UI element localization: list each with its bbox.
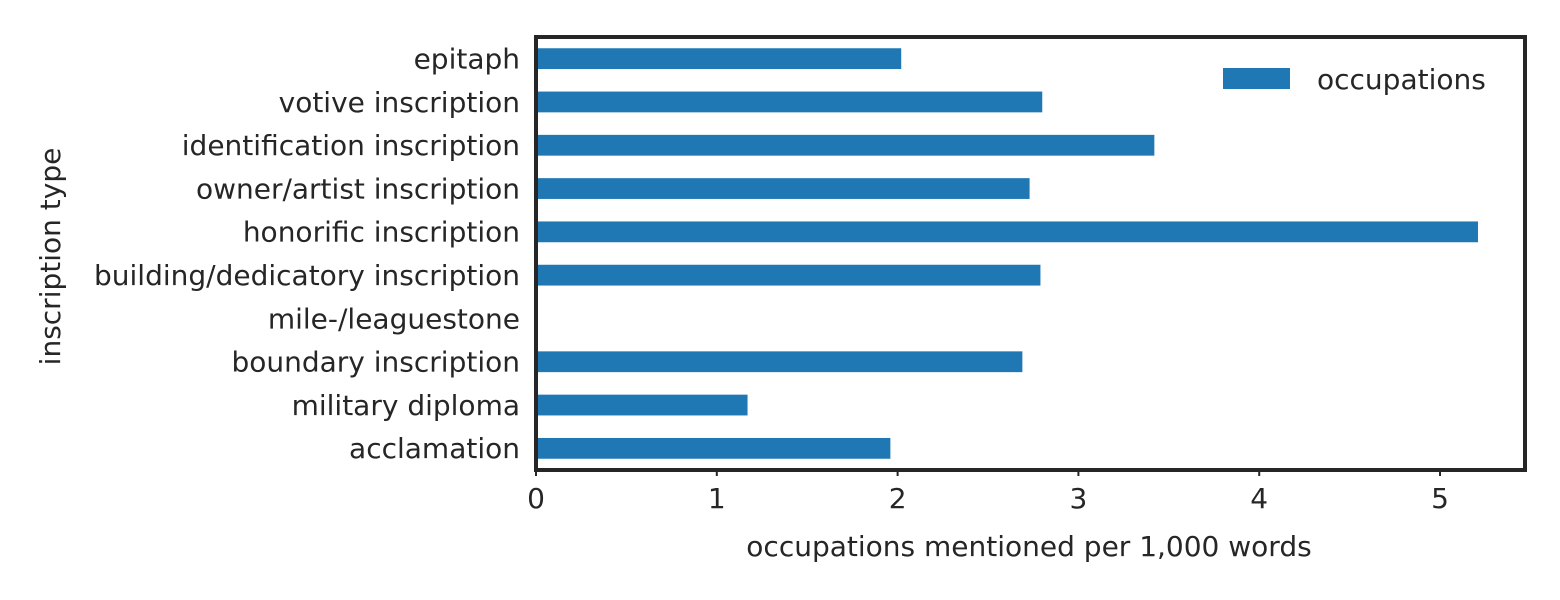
bar-2 [536, 134, 1155, 156]
bar-0 [536, 48, 902, 70]
y-tick-label-4: honorific inscription [243, 216, 520, 249]
x-axis-label: occupations mentioned per 1,000 words [746, 530, 1311, 563]
y-tick-label-3: owner/artist inscription [196, 172, 520, 205]
y-tick-label-0: epitaph [414, 42, 520, 75]
legend-label: occupations [1317, 63, 1486, 96]
legend-swatch [1223, 68, 1290, 89]
y-tick-label-9: acclamation [349, 432, 520, 465]
y-tick-label-5: building/dedicatory inscription [94, 259, 520, 292]
y-tick-label-7: boundary inscription [231, 346, 520, 379]
x-tick-label-4: 4 [1250, 482, 1268, 515]
y-tick-label-2: identification inscription [182, 129, 520, 162]
x-tick-label-2: 2 [889, 482, 907, 515]
bar-9 [536, 437, 891, 459]
plot-frame [534, 35, 1527, 472]
y-tick-label-8: military diploma [292, 389, 520, 422]
y-axis-label: inscription type [34, 148, 67, 366]
bar-5 [536, 264, 1041, 286]
x-tick-label-0: 0 [527, 482, 545, 515]
x-axis-ticks: 0 1 2 3 4 5 [527, 470, 1449, 515]
y-tick-labels: epitaph votive inscription identification … [94, 42, 520, 465]
bar-3 [536, 178, 1030, 199]
x-tick-label-5: 5 [1431, 482, 1449, 515]
x-tick-label-3: 3 [1069, 482, 1087, 515]
y-tick-label-6: mile-/leaguestone [268, 302, 520, 335]
bar-8 [536, 394, 748, 416]
bar-7 [536, 351, 1023, 373]
bar-1 [536, 91, 1043, 113]
y-tick-label-1: votive inscription [279, 86, 520, 119]
x-tick-label-1: 1 [708, 482, 726, 515]
bars-group [536, 48, 1478, 459]
bar-4 [536, 221, 1478, 243]
legend: occupations [1223, 63, 1486, 96]
